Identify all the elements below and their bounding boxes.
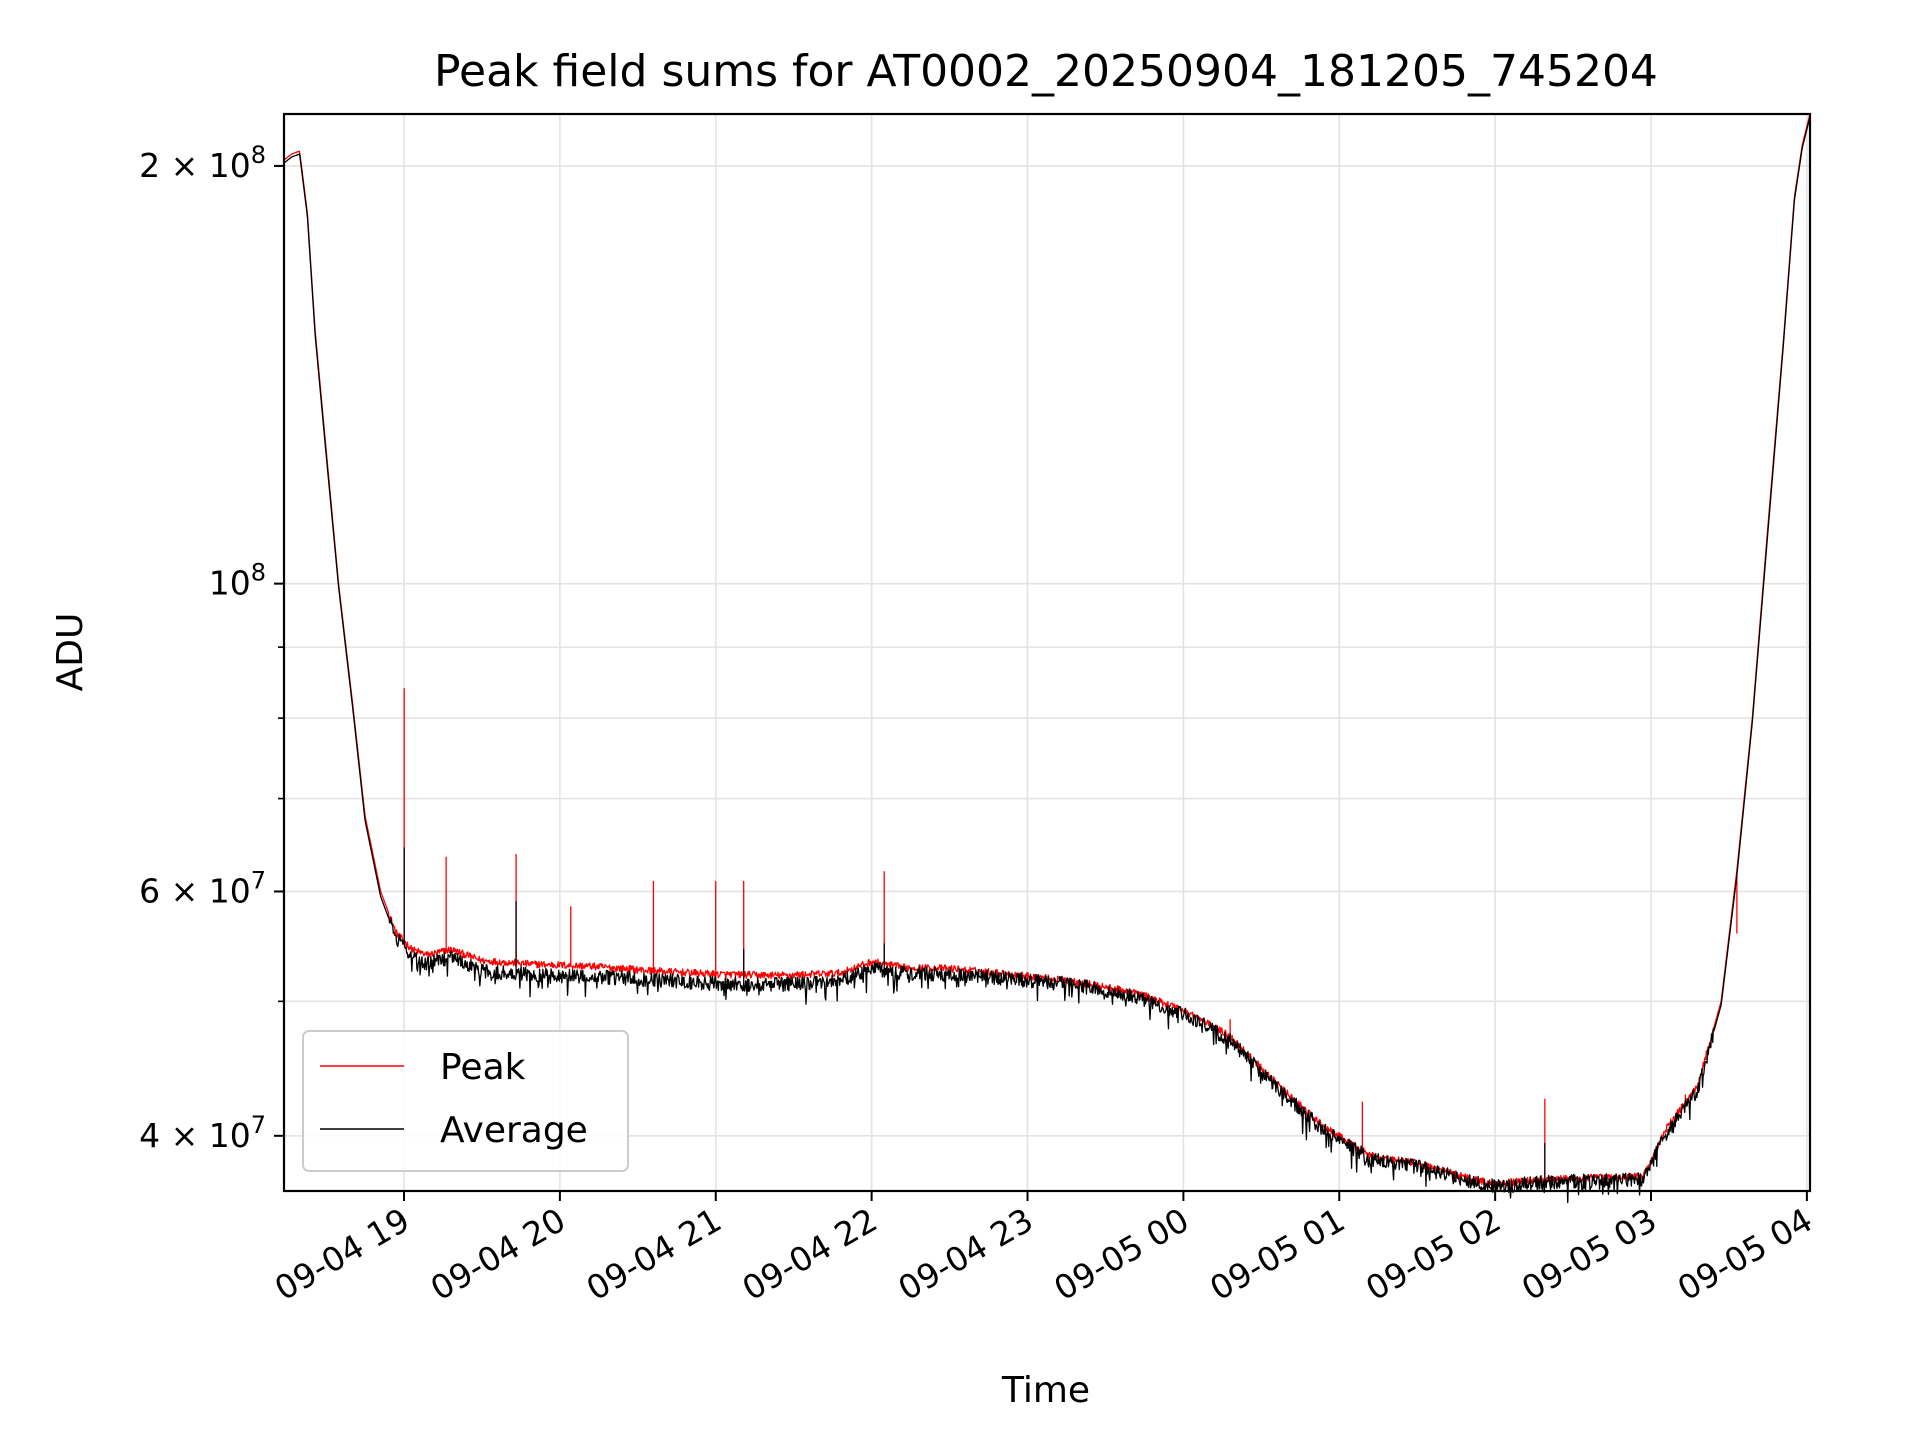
y-tick-exponent: 7 xyxy=(251,866,266,894)
plot-frame xyxy=(282,112,1812,1193)
chart-title: Peak field sums for AT0002_20250904_1812… xyxy=(434,46,1658,97)
series-layer xyxy=(283,113,1811,1204)
y-tick-base: 2 × 10 xyxy=(139,146,251,185)
y-tick-label: 2 × 108 xyxy=(139,141,266,185)
y-tick-base: 4 × 10 xyxy=(139,1116,251,1155)
y-tick-exponent: 7 xyxy=(251,1111,266,1139)
legend: Peak Average xyxy=(302,1030,629,1172)
y-tick-base: 6 × 10 xyxy=(139,871,251,910)
y-tick-exponent: 8 xyxy=(251,141,266,169)
y-tick-label: 4 × 107 xyxy=(139,1111,266,1155)
average-series-line xyxy=(283,116,1811,1204)
y-tick-base: 10 xyxy=(209,564,251,603)
y-tick-label: 6 × 107 xyxy=(139,866,266,910)
legend-peak-label: Peak xyxy=(440,1047,526,1088)
grid-layer xyxy=(284,114,1810,1191)
y-tick-exponent: 8 xyxy=(251,559,266,587)
legend-average-label: Average xyxy=(440,1110,588,1151)
x-axis-label: Time xyxy=(1001,1370,1090,1411)
y-axis-label: ADU xyxy=(50,613,91,692)
y-tick-label: 108 xyxy=(209,559,266,603)
